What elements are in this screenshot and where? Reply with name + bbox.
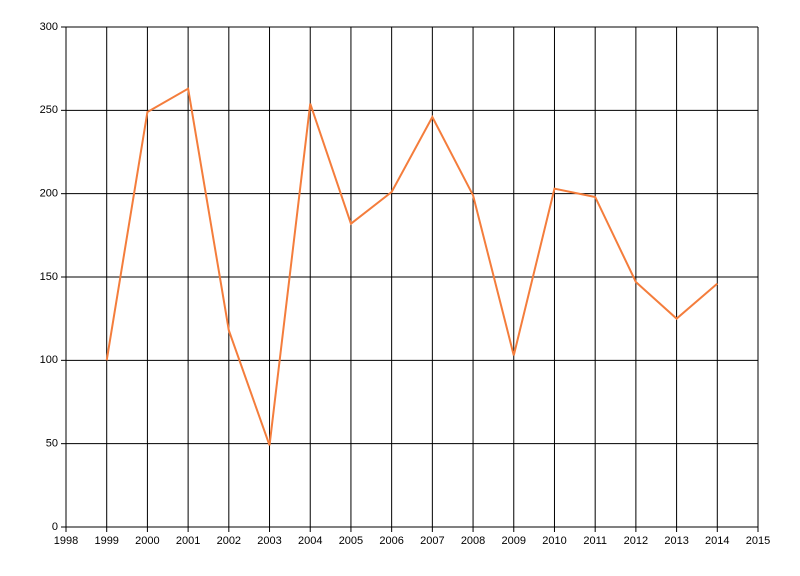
x-tick-label: 1998 bbox=[54, 535, 78, 547]
x-tick-label: 2011 bbox=[583, 535, 607, 547]
x-tick-label: 2000 bbox=[135, 535, 159, 547]
y-tick-label: 200 bbox=[40, 188, 58, 200]
y-tick-label: 250 bbox=[40, 104, 58, 116]
x-tick-label: 2012 bbox=[624, 535, 648, 547]
line-series bbox=[105, 87, 718, 446]
x-tick-label: 2015 bbox=[746, 535, 770, 547]
x-tick-label: 2009 bbox=[502, 535, 526, 547]
y-tick-label: 0 bbox=[52, 521, 58, 533]
x-tick-label: 2006 bbox=[379, 535, 403, 547]
x-tick-label: 2008 bbox=[461, 535, 485, 547]
x-tick-label: 2002 bbox=[217, 535, 241, 547]
y-tick-label: 50 bbox=[46, 438, 58, 450]
x-tick-label: 2004 bbox=[298, 535, 322, 547]
x-tick-label: 2013 bbox=[664, 535, 688, 547]
x-tick-label: 2001 bbox=[176, 535, 200, 547]
x-tick-label: 2005 bbox=[339, 535, 363, 547]
x-tick-label: 2003 bbox=[257, 535, 281, 547]
x-tick-label: 2010 bbox=[542, 535, 566, 547]
x-tick-label: 1999 bbox=[94, 535, 118, 547]
y-tick-label: 300 bbox=[40, 21, 58, 33]
x-tick-label: 2007 bbox=[420, 535, 444, 547]
y-tick-label: 150 bbox=[40, 271, 58, 283]
x-tick-label: 2014 bbox=[705, 535, 729, 547]
y-tick-label: 100 bbox=[40, 354, 58, 366]
